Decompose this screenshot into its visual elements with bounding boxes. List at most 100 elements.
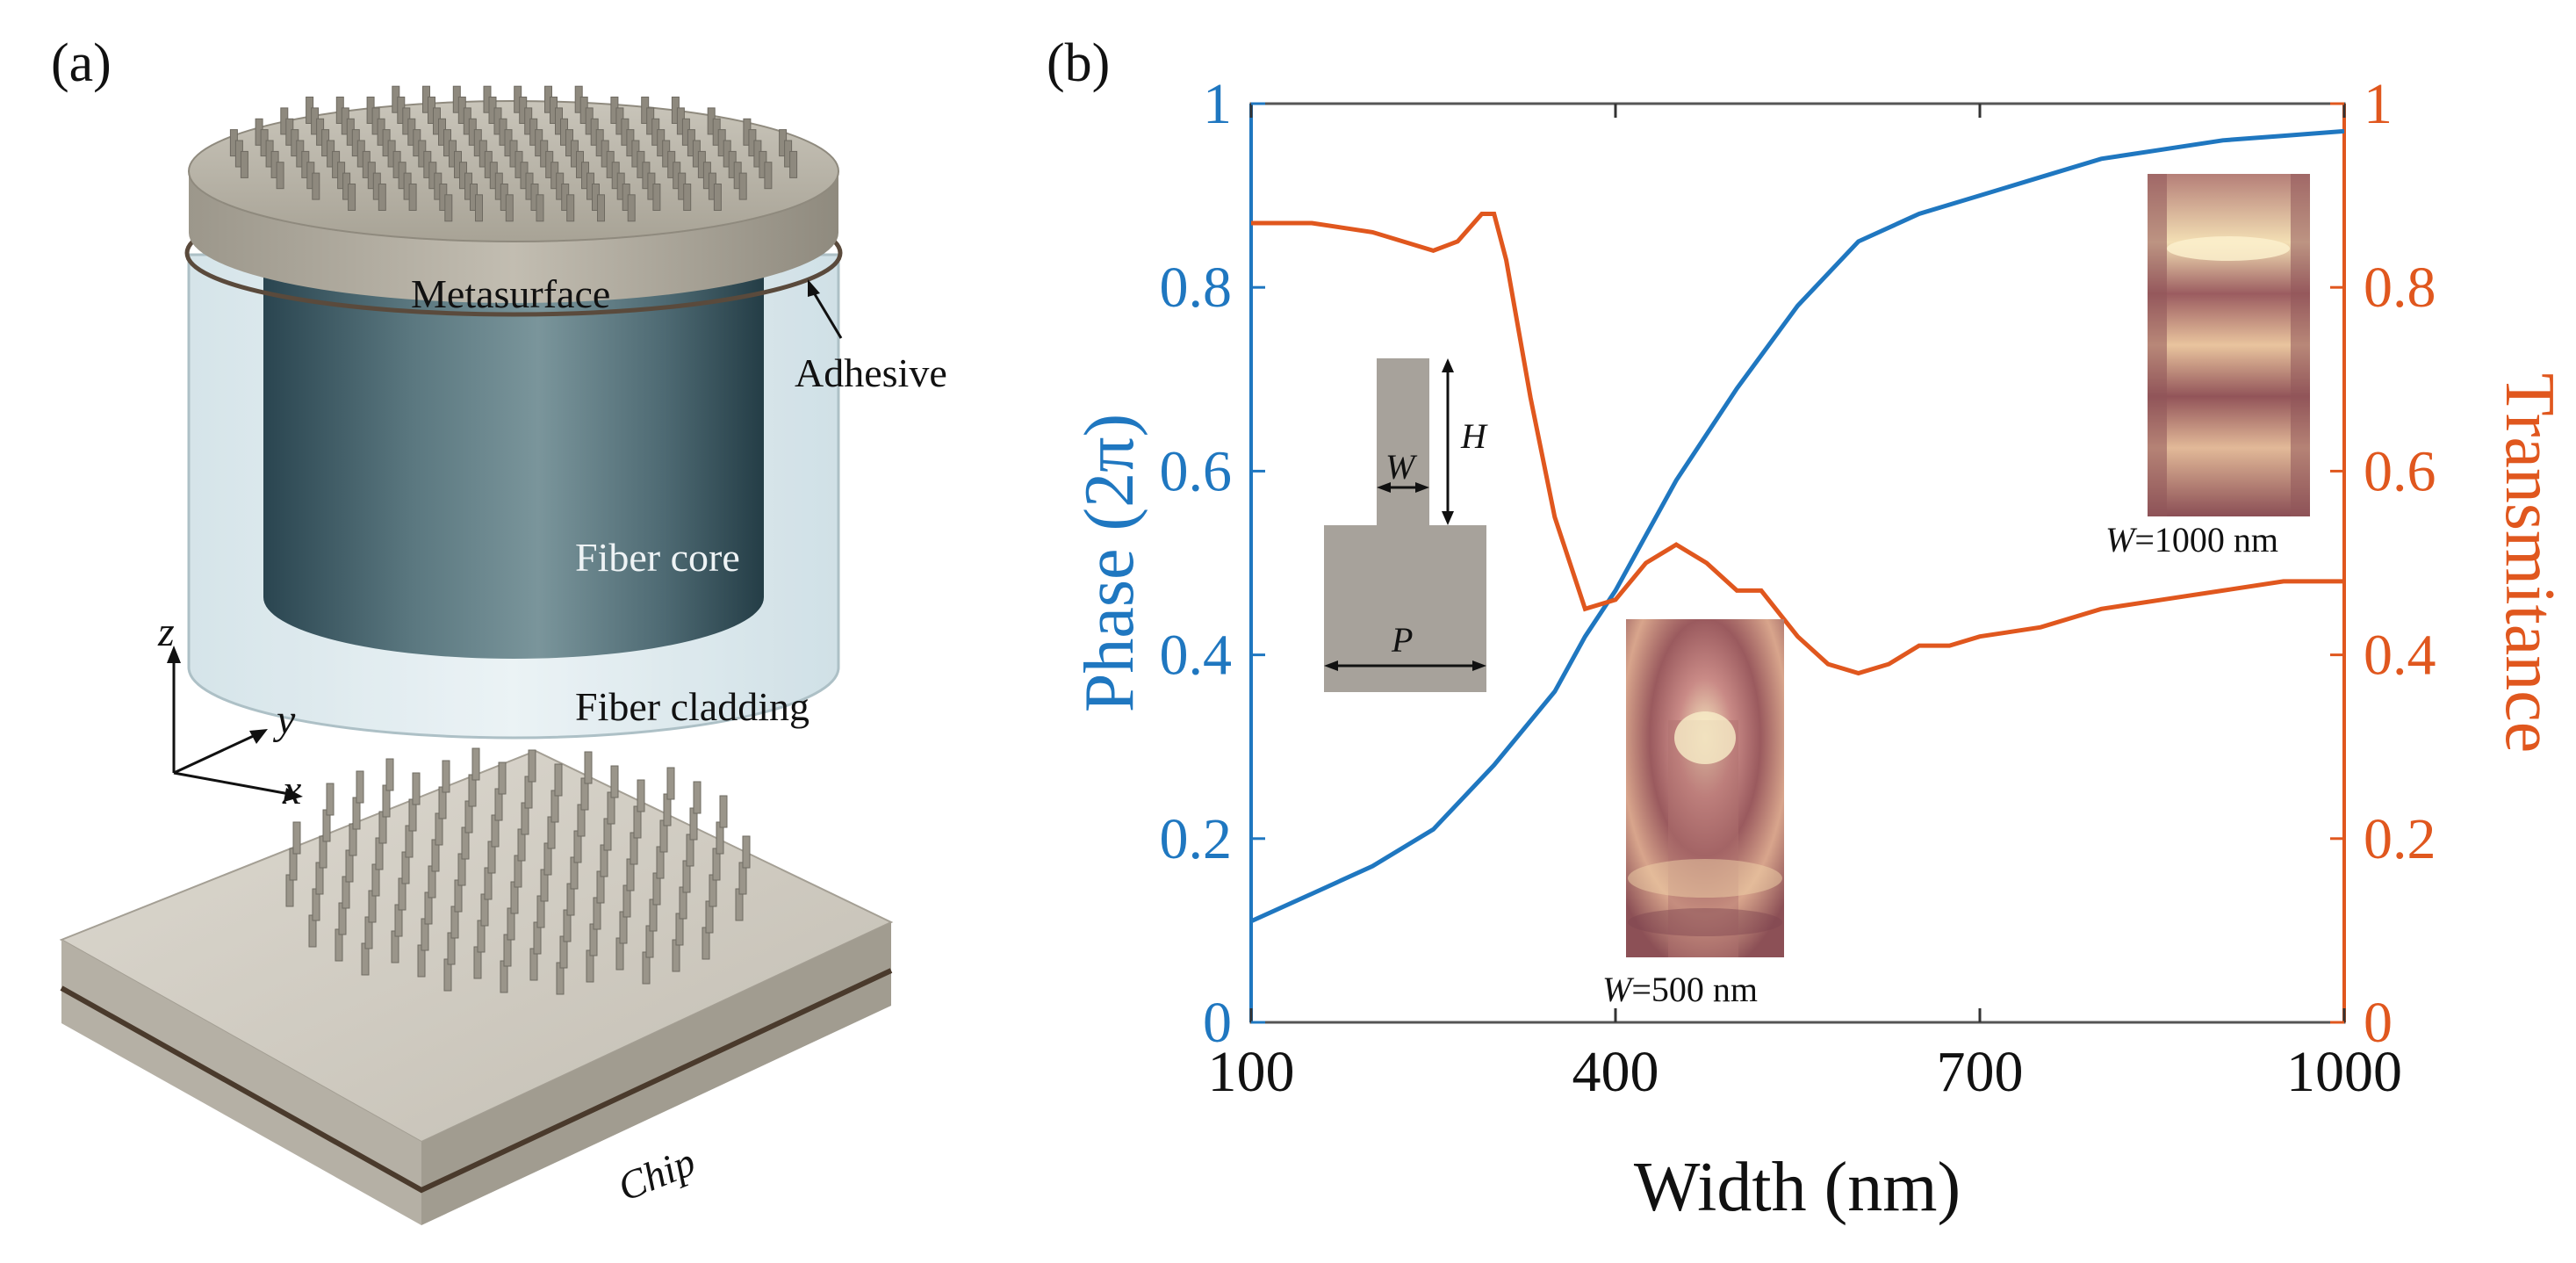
nanopillar	[356, 770, 364, 804]
axis-z-label: z	[157, 609, 175, 655]
nanopillar	[789, 150, 798, 178]
inset-unit-cell: W H P	[1324, 358, 1488, 692]
y-tick-label-left: 0.6	[1160, 439, 1233, 503]
x-tick-label: 400	[1572, 1040, 1659, 1104]
axes-triad: z y x	[157, 609, 303, 813]
nanopillar	[276, 162, 284, 190]
y-tick-label-left: 0	[1203, 991, 1232, 1055]
nanopillar	[713, 184, 722, 211]
series-line-phase	[1251, 128, 2344, 924]
adhesive-arrow	[808, 279, 843, 339]
panel-a: (a) Metasurface Adhesive Fiber core Fibe…	[51, 33, 947, 1225]
nanopillar	[528, 749, 536, 783]
y-tick-label-right: 0.4	[2364, 624, 2436, 688]
chip-illustration	[59, 747, 894, 1225]
chip-front-left	[61, 940, 421, 1225]
series-line-transmitance	[1251, 212, 2344, 676]
y-tick-label-right: 0.2	[2364, 807, 2436, 871]
y-tick-label-right: 0	[2364, 991, 2393, 1055]
nanopillar	[471, 747, 480, 781]
inset-500-caption: W=500 nm	[1602, 970, 1758, 1009]
nanopillar	[505, 194, 514, 222]
nanopillar	[378, 184, 386, 211]
inset-500-caption-italic: W	[1602, 970, 1635, 1009]
nanopillar	[498, 761, 507, 795]
inset-substrate	[1324, 525, 1486, 692]
y-ticks-right: 0 0.2 0.4 0.6 0.8 1	[2330, 72, 2436, 1055]
y-tick-label-left: 1	[1203, 72, 1232, 136]
plot-area	[1251, 128, 2344, 924]
nanopillar	[652, 184, 661, 211]
inset-1000-caption-italic: W	[2105, 520, 2138, 559]
nanopillar	[584, 751, 593, 784]
panel-b: (b) 100 400 700 1000 0 0.2 0.4 0.6 0.8 1 0 0.2 0.4…	[1047, 33, 2568, 1226]
inset-1000-caption: W=1000 nm	[2105, 520, 2278, 559]
nanopillar	[444, 194, 453, 222]
x-tick-label: 100	[1208, 1040, 1295, 1104]
nanopillar	[666, 767, 675, 800]
x-axis-label: Width (nm)	[1634, 1149, 1961, 1226]
nanopillar	[742, 835, 751, 869]
inset-1000-caption-rest: =1000 nm	[2134, 520, 2278, 559]
inset-field-1000: W=1000 nm	[2105, 174, 2310, 559]
y-tick-label-left: 0.4	[1160, 624, 1233, 688]
inset-pillar	[1377, 358, 1429, 525]
nanopillar	[312, 172, 320, 200]
metasurface-label: Metasurface	[411, 271, 610, 316]
adhesive-label: Adhesive	[795, 350, 947, 395]
chip-label: Chip	[612, 1138, 702, 1209]
nanopillar	[738, 172, 747, 200]
axis-x-label: x	[282, 767, 301, 813]
x-tick-label: 700	[1937, 1040, 2024, 1104]
inset-w-label: W	[1385, 447, 1418, 487]
chip-front-right	[421, 922, 891, 1225]
nanopillar	[348, 184, 356, 211]
x-tick-label: 1000	[2286, 1040, 2402, 1104]
y-tick-label-left: 0.2	[1160, 807, 1233, 871]
nanopillar	[240, 150, 248, 178]
nanopillar	[719, 795, 728, 828]
nanopillar	[385, 758, 394, 791]
inset-p-label: P	[1391, 620, 1413, 660]
panel-b-label: (b)	[1047, 33, 1110, 93]
y-axis-label-left: Phase (2π)	[1071, 414, 1148, 712]
nanopillar	[610, 765, 619, 798]
fiber-cladding-label: Fiber cladding	[575, 684, 809, 729]
nanopillar	[408, 184, 417, 211]
nanopillar	[597, 194, 605, 222]
nanopillar	[566, 194, 575, 222]
nanopillar	[627, 194, 636, 222]
fiber-illustration	[184, 85, 843, 740]
nanopillar	[683, 184, 692, 211]
y-tick-label-left: 0.8	[1160, 256, 1233, 320]
inset-field-500: W=500 nm	[1602, 619, 1784, 1009]
y-tick-label-right: 1	[2364, 72, 2393, 136]
nanopillar	[536, 194, 544, 222]
nanopillar	[637, 779, 645, 812]
y-tick-label-right: 0.8	[2364, 256, 2436, 320]
metasurface-pillars	[229, 85, 798, 222]
y-ticks-left: 0 0.2 0.4 0.6 0.8 1	[1160, 72, 1265, 1055]
x-ticks: 100 400 700 1000	[1208, 104, 2402, 1104]
nanopillar	[412, 772, 421, 805]
chip-layer-line	[60, 968, 893, 1194]
field-map-500	[1626, 619, 1784, 957]
nanopillar	[554, 763, 563, 797]
fiber-core	[263, 263, 764, 659]
nanopillar	[475, 194, 483, 222]
nanopillar	[326, 783, 335, 816]
y-tick-label-right: 0.6	[2364, 439, 2436, 503]
nanopillar	[292, 821, 301, 855]
y-axis-label-right: Transmitance	[2491, 373, 2568, 754]
nanopillar	[764, 162, 773, 190]
axis-y-label: y	[272, 696, 296, 743]
nanopillar	[442, 760, 450, 793]
field-map-1000	[2148, 174, 2310, 516]
chip-pillars	[285, 747, 751, 995]
nanopillar	[693, 781, 702, 814]
panel-a-label: (a)	[51, 33, 112, 93]
inset-500-caption-rest: =500 nm	[1631, 970, 1758, 1009]
fiber-core-label: Fiber core	[575, 535, 740, 580]
inset-h-label: H	[1460, 416, 1488, 456]
